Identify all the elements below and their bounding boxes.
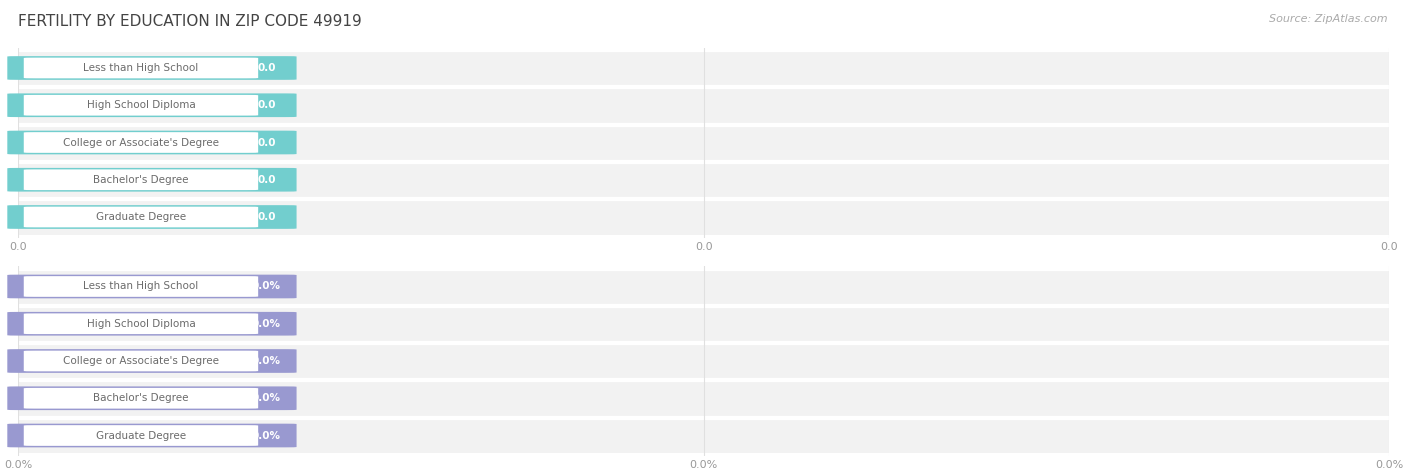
Text: 0.0: 0.0 xyxy=(257,175,276,185)
Text: 0.0: 0.0 xyxy=(257,100,276,110)
Text: Graduate Degree: Graduate Degree xyxy=(96,212,186,222)
FancyBboxPatch shape xyxy=(18,87,1389,123)
FancyBboxPatch shape xyxy=(7,424,297,447)
FancyBboxPatch shape xyxy=(24,207,259,228)
Text: Less than High School: Less than High School xyxy=(83,63,198,73)
FancyBboxPatch shape xyxy=(18,418,1389,454)
FancyBboxPatch shape xyxy=(18,306,1389,342)
FancyBboxPatch shape xyxy=(24,132,259,153)
FancyBboxPatch shape xyxy=(24,425,259,446)
Text: 0.0%: 0.0% xyxy=(252,282,281,292)
FancyBboxPatch shape xyxy=(18,199,1389,235)
Text: 0.0%: 0.0% xyxy=(252,356,281,366)
Text: 0.0%: 0.0% xyxy=(252,319,281,329)
Text: Less than High School: Less than High School xyxy=(83,282,198,292)
Text: High School Diploma: High School Diploma xyxy=(87,100,195,110)
Text: Source: ZipAtlas.com: Source: ZipAtlas.com xyxy=(1270,14,1388,24)
FancyBboxPatch shape xyxy=(18,50,1389,86)
FancyBboxPatch shape xyxy=(24,170,259,190)
FancyBboxPatch shape xyxy=(24,276,259,297)
Text: 0.0%: 0.0% xyxy=(252,430,281,440)
FancyBboxPatch shape xyxy=(24,314,259,334)
FancyBboxPatch shape xyxy=(7,56,297,80)
FancyBboxPatch shape xyxy=(18,380,1389,416)
Text: 0.0: 0.0 xyxy=(257,137,276,148)
Text: 0.0%: 0.0% xyxy=(252,393,281,403)
Text: FERTILITY BY EDUCATION IN ZIP CODE 49919: FERTILITY BY EDUCATION IN ZIP CODE 49919 xyxy=(18,14,361,29)
FancyBboxPatch shape xyxy=(18,124,1389,161)
FancyBboxPatch shape xyxy=(7,94,297,117)
FancyBboxPatch shape xyxy=(18,162,1389,198)
FancyBboxPatch shape xyxy=(7,168,297,191)
FancyBboxPatch shape xyxy=(24,388,259,408)
Text: College or Associate's Degree: College or Associate's Degree xyxy=(63,356,219,366)
FancyBboxPatch shape xyxy=(7,275,297,298)
Text: Bachelor's Degree: Bachelor's Degree xyxy=(93,175,188,185)
FancyBboxPatch shape xyxy=(24,57,259,78)
FancyBboxPatch shape xyxy=(7,312,297,336)
Text: 0.0: 0.0 xyxy=(257,212,276,222)
Text: 0.0: 0.0 xyxy=(257,63,276,73)
FancyBboxPatch shape xyxy=(18,343,1389,379)
FancyBboxPatch shape xyxy=(7,205,297,229)
Text: Graduate Degree: Graduate Degree xyxy=(96,430,186,440)
FancyBboxPatch shape xyxy=(7,386,297,410)
FancyBboxPatch shape xyxy=(7,131,297,154)
FancyBboxPatch shape xyxy=(24,351,259,371)
Text: College or Associate's Degree: College or Associate's Degree xyxy=(63,137,219,148)
FancyBboxPatch shape xyxy=(7,349,297,373)
Text: High School Diploma: High School Diploma xyxy=(87,319,195,329)
FancyBboxPatch shape xyxy=(18,268,1389,304)
FancyBboxPatch shape xyxy=(24,95,259,115)
Text: Bachelor's Degree: Bachelor's Degree xyxy=(93,393,188,403)
